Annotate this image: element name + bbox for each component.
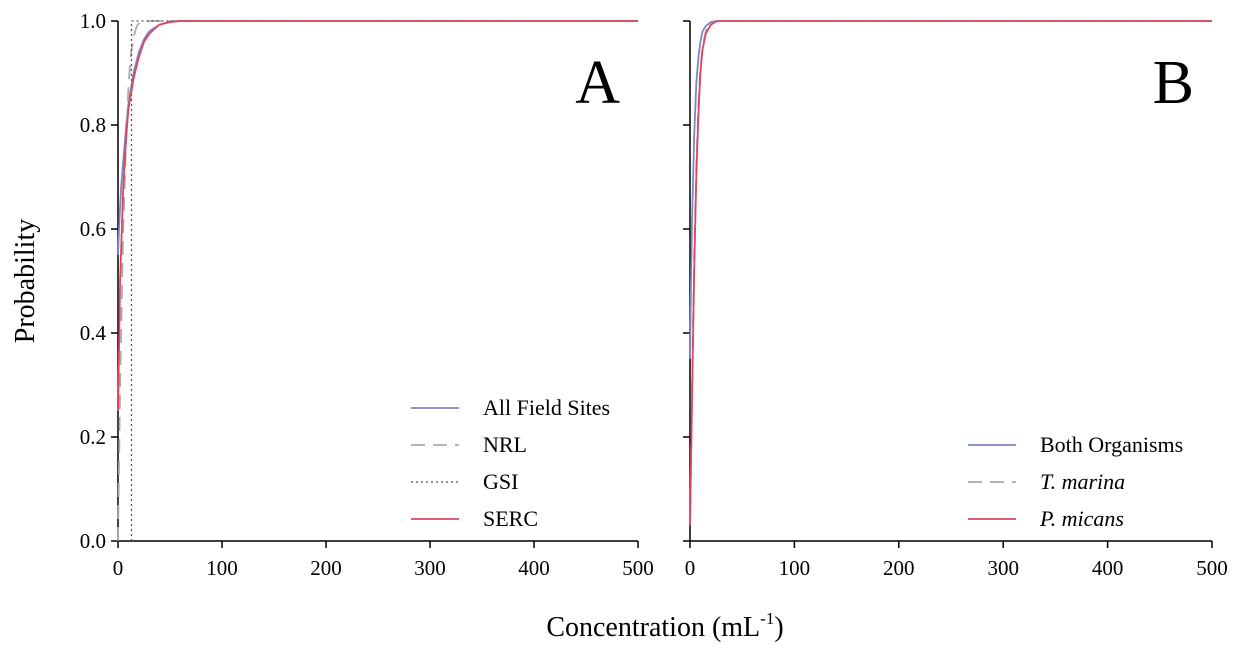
legend: All Field Sites NRL GSI SERC bbox=[411, 395, 610, 531]
x-axis-title: Concentration (mL-1) bbox=[546, 609, 783, 643]
legend-label: P. micans bbox=[1039, 506, 1124, 531]
legend-label: SERC bbox=[483, 506, 538, 531]
x-tick-label: 300 bbox=[987, 556, 1019, 580]
legend-label: Both Organisms bbox=[1040, 432, 1183, 457]
x-tick-label: 400 bbox=[518, 556, 550, 580]
y-tick-label: 0.4 bbox=[80, 321, 107, 345]
y-tick-label: 1.0 bbox=[80, 9, 106, 33]
x-tick-label: 200 bbox=[310, 556, 342, 580]
y-tick-label: 0.8 bbox=[80, 113, 106, 137]
legend: Both Organisms T. marina P. micans bbox=[968, 432, 1183, 531]
x-tick-label: 100 bbox=[206, 556, 238, 580]
panel-b: 0 100 200 300 400 500 B Both Organisms T. marina… bbox=[683, 20, 1228, 580]
panel-label: A bbox=[575, 49, 620, 117]
legend-label: GSI bbox=[483, 469, 518, 494]
x-tick-label: 200 bbox=[883, 556, 915, 580]
y-tick-label: 0.2 bbox=[80, 425, 106, 449]
x-tick-label: 400 bbox=[1092, 556, 1124, 580]
x-tick-label: 300 bbox=[414, 556, 446, 580]
y-tick-label: 0.6 bbox=[80, 217, 106, 241]
panel-a: 0.0 0.2 0.4 0.6 0.8 1.0 0 100 200 300 400 500 A All F… bbox=[80, 9, 654, 580]
series-line bbox=[117, 20, 638, 412]
series-line bbox=[117, 20, 638, 256]
series-line bbox=[117, 20, 638, 542]
x-tick-label: 0 bbox=[113, 556, 124, 580]
y-tick-label: 0.0 bbox=[80, 529, 106, 553]
legend-label: All Field Sites bbox=[483, 395, 610, 420]
legend-label: NRL bbox=[483, 432, 527, 457]
series-line bbox=[689, 20, 1212, 526]
series-line bbox=[130, 20, 638, 541]
x-tick-label: 100 bbox=[779, 556, 811, 580]
panel-label: B bbox=[1153, 49, 1194, 117]
x-tick-label: 500 bbox=[622, 556, 654, 580]
x-tick-label: 0 bbox=[685, 556, 696, 580]
series-line bbox=[689, 20, 1212, 360]
legend-label: T. marina bbox=[1040, 469, 1125, 494]
y-axis-title: Probability bbox=[10, 219, 41, 343]
x-tick-label: 500 bbox=[1196, 556, 1228, 580]
